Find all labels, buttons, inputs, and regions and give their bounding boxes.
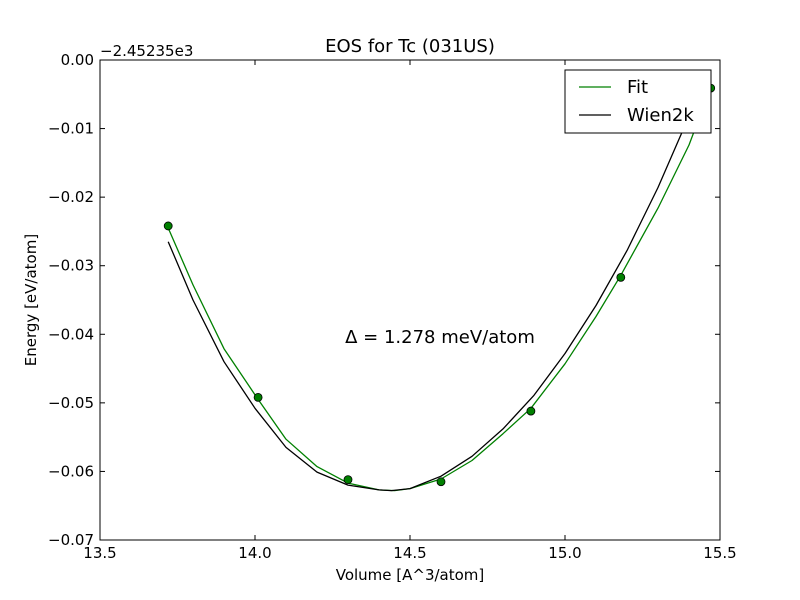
x-tick-label: 15.0 [548,544,581,562]
data-point [163,221,173,231]
y-axis-label: Energy [eV/atom] [22,234,40,366]
y-tick-label: −0.01 [48,120,94,138]
legend-box [564,69,712,134]
data-point [343,475,353,485]
x-tick-label: 14.5 [393,544,426,562]
x-tick-label: 15.5 [703,544,736,562]
series-layer [163,74,716,492]
y-tick-label: 0.00 [61,51,94,69]
x-axis-label: Volume [A^3/atom] [336,566,485,584]
data-point [616,272,626,282]
x-axis-ticks: 13.5 14.0 14.5 15.0 15.5 [83,60,737,562]
series-line-fit [167,87,712,492]
data-point [436,477,446,487]
legend-label-wien2k: Wien2k [627,105,694,126]
y-offset-label: −2.45235e3 [100,42,193,60]
y-tick-label: −0.06 [48,462,94,480]
plot-area [100,60,720,540]
chart-title: EOS for Tc (031US) [325,36,495,57]
plot-frame [99,59,721,541]
y-tick-label: −0.07 [48,531,94,549]
x-tick-label: 13.5 [83,544,116,562]
y-tick-label: −0.02 [48,188,94,206]
y-tick-label: −0.03 [48,257,94,275]
data-point [253,392,263,402]
y-tick-label: −0.04 [48,325,94,343]
data-point [526,406,536,416]
legend: Fit Wien2k [564,69,712,134]
legend-label-fit: Fit [627,77,648,98]
series-line-wien2k [167,74,706,492]
delta-annotation: Δ = 1.278 meV/atom [345,327,535,348]
x-tick-label: 14.0 [238,544,271,562]
y-axis-ticks: 0.00 −0.01 −0.02 −0.03 −0.04 −0.05 −0.06 −0.07 [48,51,720,549]
y-tick-label: −0.05 [48,394,94,412]
